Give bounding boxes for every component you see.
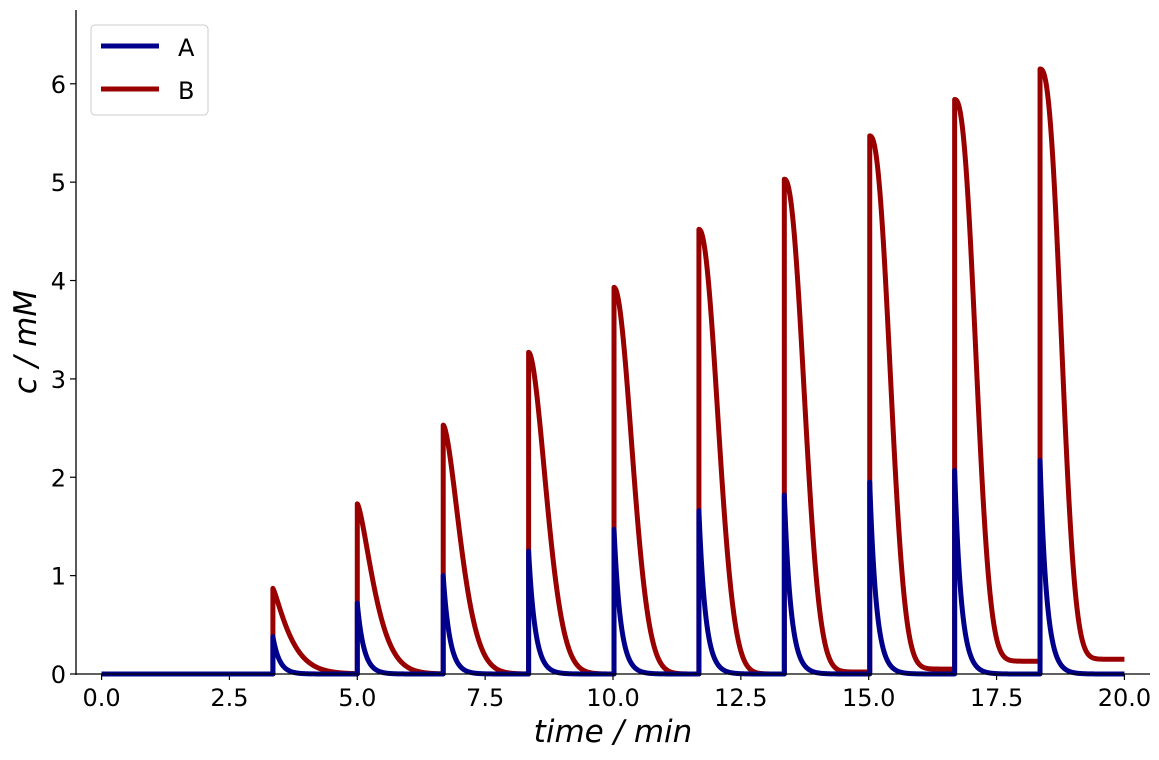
plot-lines xyxy=(99,66,1127,677)
y-tick-label: 0 xyxy=(51,661,66,689)
y-tick-label: 5 xyxy=(51,169,66,197)
y-tick-label: 2 xyxy=(51,464,66,492)
x-tick-label: 2.5 xyxy=(210,684,248,712)
legend-label-b: B xyxy=(178,77,194,105)
x-ticks: 0.0 2.5 5.0 7.5 10.0 12.5 15.0 17.5 20.0 xyxy=(82,674,1151,712)
x-tick-label: 12.5 xyxy=(714,684,767,712)
x-axis-title: time / min xyxy=(534,714,693,750)
x-tick-label: 15.0 xyxy=(842,684,895,712)
y-tick-label: 4 xyxy=(51,268,66,296)
y-ticks: 0 1 2 3 4 5 6 xyxy=(51,71,76,689)
x-tick-label: 10.0 xyxy=(586,684,639,712)
x-tick-label: 20.0 xyxy=(1098,684,1151,712)
y-tick-label: 6 xyxy=(51,71,66,99)
y-tick-label: 3 xyxy=(51,366,66,394)
x-tick-label: 0.0 xyxy=(82,684,120,712)
x-tick-label: 7.5 xyxy=(466,684,504,712)
legend-label-a: A xyxy=(178,34,195,62)
x-tick-label: 17.5 xyxy=(970,684,1023,712)
x-tick-label: 5.0 xyxy=(338,684,376,712)
legend: A B xyxy=(90,24,209,116)
y-tick-label: 1 xyxy=(51,563,66,591)
y-axis-title: c / mM xyxy=(8,290,44,394)
